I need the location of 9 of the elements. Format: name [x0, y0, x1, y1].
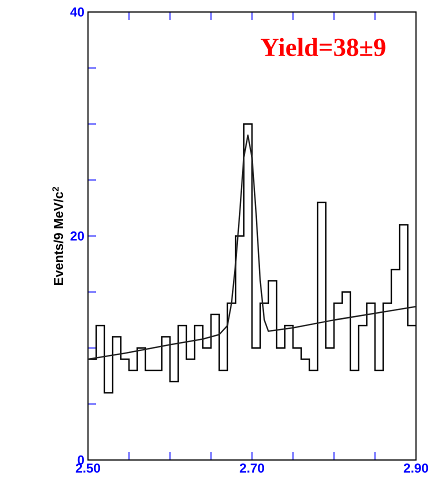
- y-axis-title: Events/9 MeV/c$^{2}$: [52, 186, 64, 286]
- y-tick-label: 40: [70, 7, 84, 17]
- x-tick-label: 2.90: [404, 464, 428, 473]
- x-tick-label: 2.70: [240, 464, 264, 473]
- annotation: Yield=38±9: [260, 38, 386, 56]
- x-tick-label: 2.50: [76, 464, 100, 473]
- y-tick-label: 0: [78, 455, 84, 465]
- y-tick-label: 20: [70, 231, 84, 241]
- line-series: [87, 134, 417, 360]
